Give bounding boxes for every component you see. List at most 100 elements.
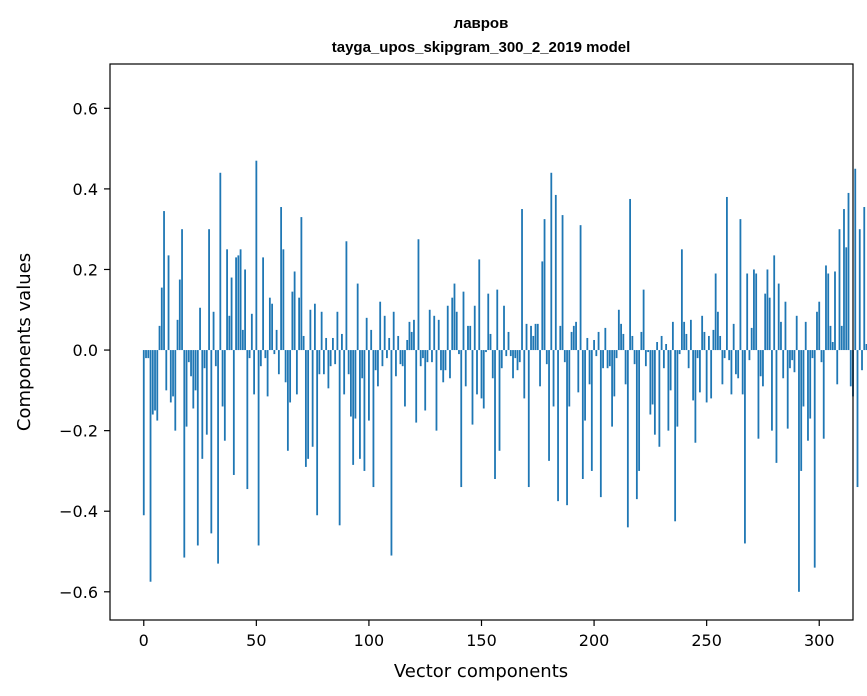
bar-32 — [214, 350, 217, 367]
bar-229 — [658, 350, 661, 447]
bar-4 — [151, 350, 154, 415]
bar-181 — [550, 172, 553, 351]
bar-176 — [539, 350, 541, 387]
bar-242 — [687, 350, 690, 369]
y-tick-label: 0.2 — [73, 260, 98, 279]
bar-182 — [552, 350, 555, 407]
bar-134 — [444, 350, 447, 371]
bar-93 — [352, 350, 355, 465]
bar-203 — [599, 350, 602, 498]
bar-241 — [685, 333, 688, 351]
bar-71 — [302, 335, 305, 351]
bar-250 — [705, 350, 708, 403]
bar-61 — [280, 207, 283, 351]
bar-97 — [361, 350, 364, 379]
bar-69 — [298, 297, 301, 351]
bar-3 — [149, 350, 152, 582]
bar-147 — [473, 305, 476, 351]
bar-series — [142, 160, 867, 592]
bar-249 — [703, 331, 706, 351]
bar-10 — [165, 350, 168, 391]
bar-152 — [485, 350, 487, 353]
bar-183 — [554, 194, 557, 351]
bar-291 — [798, 350, 800, 592]
bar-91 — [347, 350, 350, 375]
chart-subtitle: tayga_upos_skipgram_300_2_2019 model — [332, 39, 631, 56]
bar-137 — [451, 297, 454, 351]
bar-175 — [536, 323, 539, 351]
bar-111 — [392, 311, 395, 351]
bar-163 — [509, 350, 512, 357]
bar-292 — [800, 350, 803, 471]
bar-125 — [424, 350, 427, 411]
bar-72 — [304, 350, 307, 467]
bar-190 — [570, 331, 573, 351]
bar-103 — [374, 350, 377, 371]
bar-89 — [343, 350, 346, 395]
bar-47 — [248, 350, 251, 359]
bar-73 — [307, 350, 310, 459]
bar-138 — [453, 283, 456, 351]
bar-240 — [683, 321, 686, 351]
bar-50 — [255, 160, 258, 351]
bar-161 — [505, 350, 508, 357]
bar-247 — [699, 350, 701, 393]
bar-129 — [433, 315, 436, 351]
bar-211 — [617, 309, 620, 351]
bar-186 — [561, 215, 564, 351]
bar-7 — [158, 325, 161, 351]
bar-308 — [836, 350, 839, 385]
bar-60 — [277, 350, 280, 375]
bar-79 — [320, 311, 323, 351]
bar-146 — [471, 350, 474, 425]
bar-117 — [406, 339, 409, 351]
bar-59 — [275, 329, 278, 351]
bar-202 — [597, 331, 600, 351]
x-tick-label: 150 — [466, 631, 497, 650]
bar-51 — [257, 350, 260, 546]
bar-67 — [293, 271, 296, 351]
bar-169 — [523, 350, 526, 399]
bar-62 — [282, 249, 285, 351]
bar-174 — [534, 323, 537, 351]
bar-251 — [708, 335, 710, 351]
bar-66 — [291, 291, 294, 351]
bar-126 — [426, 350, 429, 363]
bar-188 — [566, 350, 568, 506]
bar-54 — [264, 350, 267, 359]
bar-298 — [813, 350, 816, 568]
bar-20 — [187, 350, 190, 363]
bar-230 — [660, 335, 663, 351]
bar-85 — [334, 350, 337, 365]
y-tick-label: 0.0 — [73, 341, 98, 360]
bar-98 — [363, 350, 366, 471]
bar-197 — [586, 337, 589, 351]
bar-40 — [232, 350, 235, 475]
bar-128 — [431, 350, 433, 363]
bar-9 — [163, 211, 165, 351]
bar-180 — [548, 350, 550, 461]
bar-278 — [768, 297, 771, 351]
bar-259 — [726, 196, 728, 351]
bar-143 — [464, 350, 467, 387]
bar-306 — [831, 342, 834, 351]
bar-267 — [744, 350, 746, 544]
bar-238 — [678, 350, 681, 355]
bar-8 — [160, 287, 163, 351]
bar-124 — [422, 350, 424, 359]
bar-167 — [518, 350, 521, 363]
bar-24 — [196, 350, 199, 546]
bar-166 — [516, 350, 519, 371]
bar-139 — [455, 311, 458, 351]
bar-115 — [401, 350, 404, 367]
bar-177 — [541, 261, 544, 351]
bar-64 — [286, 350, 289, 451]
bar-35 — [221, 350, 224, 407]
bar-144 — [467, 325, 469, 351]
bar-135 — [446, 305, 449, 351]
bar-305 — [829, 325, 832, 351]
bar-204 — [602, 350, 604, 369]
bar-86 — [336, 311, 339, 351]
y-tick-label: −0.2 — [59, 422, 98, 441]
bar-255 — [717, 311, 719, 351]
